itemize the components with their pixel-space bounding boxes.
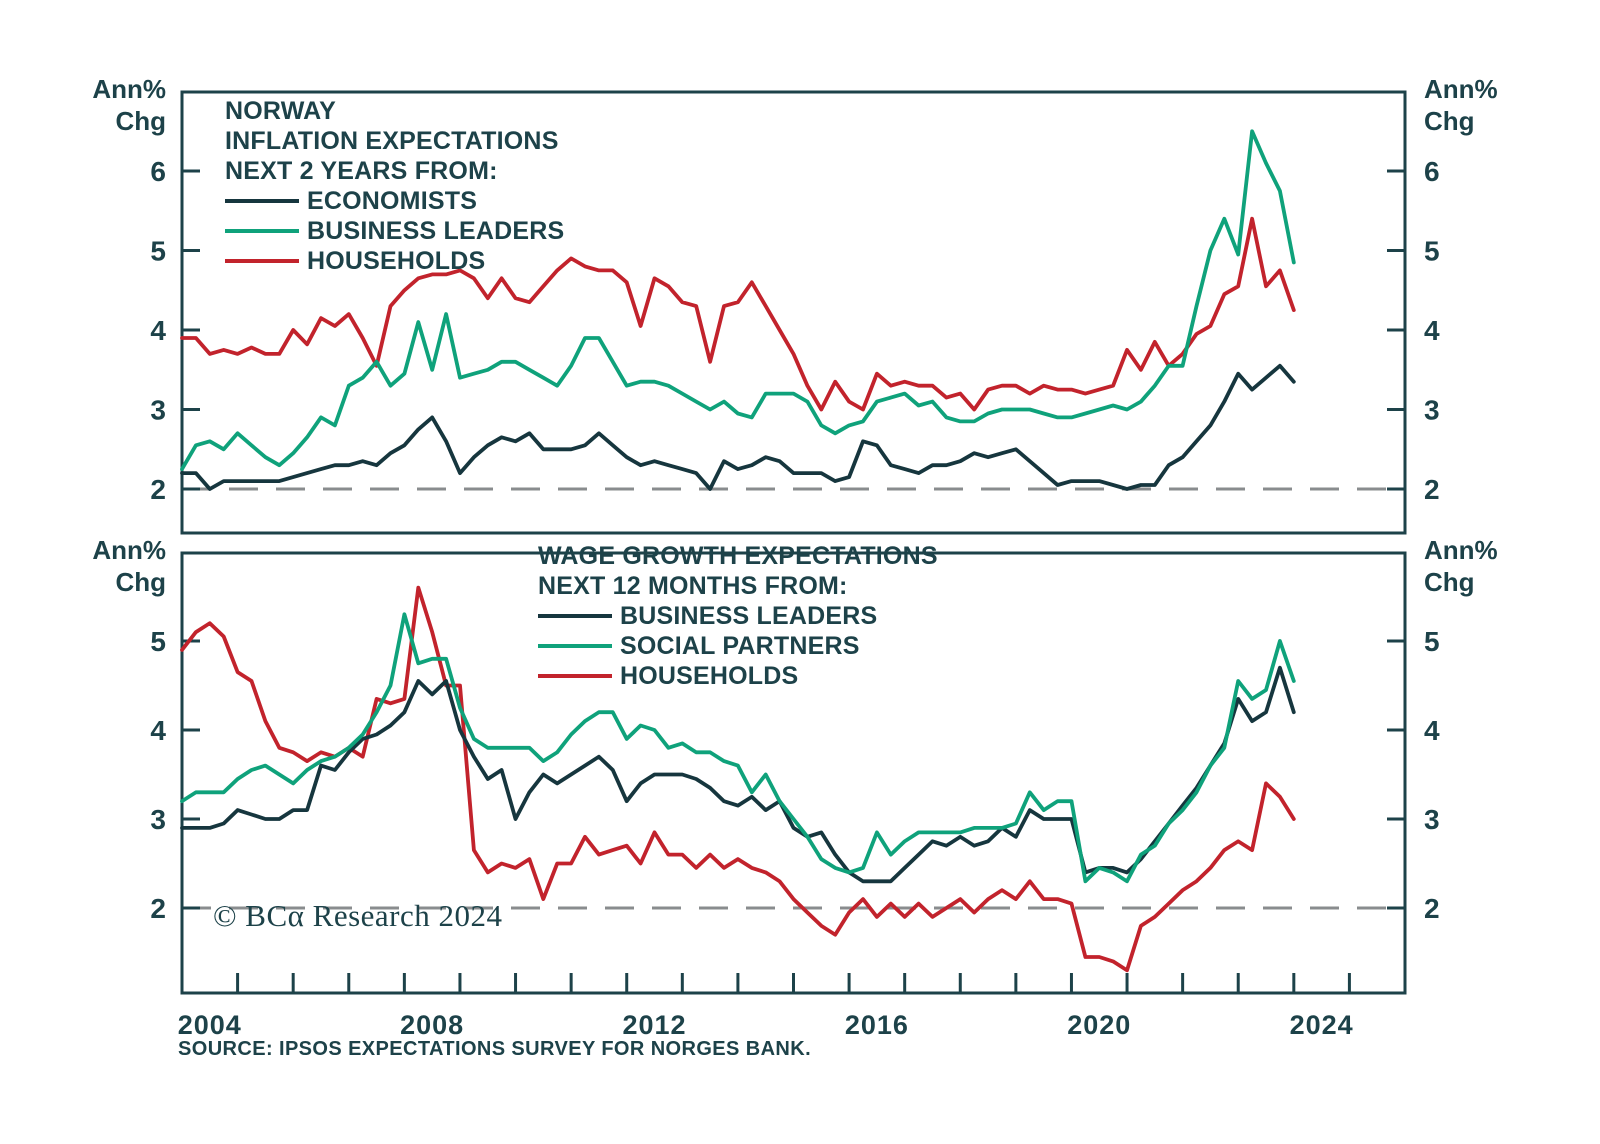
- y-tick-label: 2: [1424, 893, 1440, 924]
- axis-unit-label: Chg: [115, 567, 166, 597]
- legend-title-line: NEXT 2 YEARS FROM:: [225, 157, 498, 185]
- legend-title-line: INFLATION EXPECTATIONS: [225, 127, 559, 155]
- inflation-households-line: [180, 216, 1296, 412]
- legend-label: BUSINESS LEADERS: [307, 217, 565, 245]
- legend-label: ECONOMISTS: [307, 187, 478, 215]
- axis-unit-label: Chg: [1424, 567, 1475, 597]
- axis-unit-label: Ann%: [1424, 74, 1498, 104]
- wage-social-partners-line: [180, 612, 1296, 884]
- legend-line-swatch: [225, 199, 299, 203]
- wage-legend: WAGE GROWTH EXPECTATIONS NEXT 12 MONTHS F…: [538, 541, 938, 691]
- y-tick-label: 5: [150, 236, 166, 267]
- axis-unit-label: Chg: [115, 106, 166, 136]
- inflation-economists-line: [180, 363, 1296, 491]
- legend-item: HOUSEHOLDS: [538, 661, 938, 691]
- y-tick-label: 4: [150, 315, 166, 346]
- legend-line-swatch: [538, 644, 612, 648]
- legend-label: HOUSEHOLDS: [620, 662, 799, 690]
- y-tick-label: 6: [150, 156, 166, 187]
- legend-title-line: NORWAY: [225, 97, 336, 125]
- y-tick-label: 4: [1424, 315, 1440, 346]
- wage-business-leaders-line: [180, 665, 1296, 884]
- x-tick-label: 2020: [1067, 1010, 1131, 1040]
- y-tick-label: 2: [150, 474, 166, 505]
- legend-item: HOUSEHOLDS: [225, 246, 564, 276]
- y-tick-label: 5: [1424, 626, 1440, 657]
- y-tick-label: 3: [1424, 395, 1440, 426]
- legend-label: SOCIAL PARTNERS: [620, 632, 860, 660]
- y-tick-label: 5: [150, 626, 166, 657]
- legend-item: BUSINESS LEADERS: [225, 216, 564, 246]
- y-tick-label: 2: [1424, 474, 1440, 505]
- inflation-panel-border: [180, 90, 1407, 535]
- copyright-text: © BCα Research 2024: [213, 898, 503, 933]
- legend-line-swatch: [538, 614, 612, 618]
- y-tick-label: 6: [1424, 156, 1440, 187]
- y-tick-label: 3: [150, 804, 166, 835]
- x-tick-label: 2008: [400, 1010, 464, 1040]
- x-tick-label: 2024: [1290, 1010, 1354, 1040]
- axis-unit-label: Ann%: [92, 74, 166, 104]
- y-tick-label: 3: [1424, 804, 1440, 835]
- legend-item: BUSINESS LEADERS: [538, 601, 938, 631]
- x-tick-label: 2012: [622, 1010, 686, 1040]
- legend-title-line: WAGE GROWTH EXPECTATIONS: [538, 542, 938, 570]
- axis-unit-label: Ann%: [1424, 535, 1498, 565]
- y-tick-label: 4: [1424, 715, 1440, 746]
- legend-item: SOCIAL PARTNERS: [538, 631, 938, 661]
- y-tick-label: 3: [150, 395, 166, 426]
- x-tick-label: 2016: [845, 1010, 909, 1040]
- legend-line-swatch: [538, 674, 612, 678]
- legend-line-swatch: [225, 229, 299, 233]
- legend-item: ECONOMISTS: [225, 186, 564, 216]
- legend-line-swatch: [225, 259, 299, 263]
- legend-label: HOUSEHOLDS: [307, 247, 486, 275]
- inflation-business-leaders-line: [180, 129, 1296, 472]
- axis-unit-label: Ann%: [92, 535, 166, 565]
- legend-label: BUSINESS LEADERS: [620, 602, 878, 630]
- y-tick-label: 4: [150, 715, 166, 746]
- y-tick-label: 2: [150, 893, 166, 924]
- legend-title-line: NEXT 12 MONTHS FROM:: [538, 572, 848, 600]
- inflation-legend: NORWAY INFLATION EXPECTATIONS NEXT 2 YEARS…: [225, 96, 564, 276]
- axis-unit-label: Chg: [1424, 106, 1475, 136]
- source-text: SOURCE: IPSOS EXPECTATIONS SURVEY FOR NO…: [178, 1038, 812, 1060]
- x-tick-label: 2004: [178, 1010, 242, 1040]
- y-tick-label: 5: [1424, 236, 1440, 267]
